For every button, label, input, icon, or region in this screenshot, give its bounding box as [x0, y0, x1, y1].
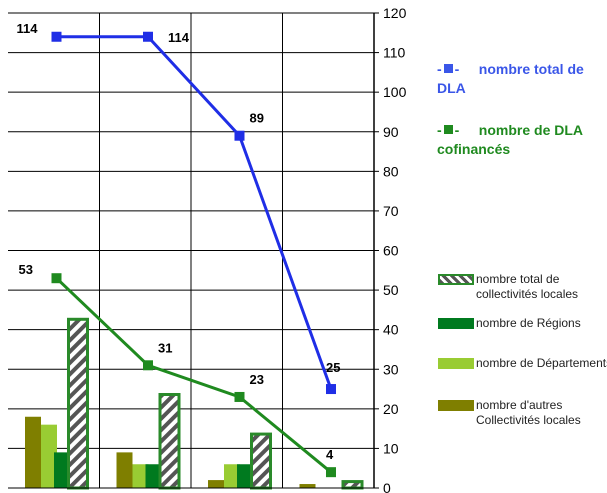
bar-nombre-d-autres-collectivit-s-locales-2 [208, 480, 224, 488]
bars [25, 317, 364, 490]
bar-nombre-de-d-partements-1 [132, 464, 149, 488]
bar-nombre-d-autres-collectivit-s-locales-0 [25, 416, 41, 488]
legend-label-dla-cofinances: nombre de DLA cofinancés [437, 122, 583, 157]
tick-label-30: 30 [383, 361, 399, 377]
legend-item-autres-collectivites: nombre d'autres Collectivités locales [438, 398, 607, 430]
legend-swatch-autres-collectivites [438, 400, 474, 411]
tick-label-40: 40 [383, 322, 399, 338]
legend-swatch-departements [438, 358, 474, 369]
bar-nombre-de-r-gions-2 [237, 464, 251, 488]
data-label-series-1-1: 31 [158, 340, 172, 355]
bar-nombre-d-autres-collectivit-s-locales-1 [116, 452, 133, 488]
tick-label-0: 0 [383, 480, 391, 493]
bar-nombre-d-autres-collectivit-s-locales-3 [299, 484, 316, 488]
tick-label-50: 50 [383, 282, 399, 298]
legend-swatch-total-dla [443, 64, 453, 73]
tick-label-10: 10 [383, 440, 399, 456]
marker-series-0-1 [142, 31, 153, 42]
legend-swatch-total-collectivites [438, 274, 474, 285]
data-label-series-0-3: 25 [326, 360, 340, 375]
legend-label-total-collectivites: nombre total de collectivités locales [476, 272, 579, 301]
data-label-series-1-2: 23 [249, 372, 263, 387]
legend-item-departements: nombre de Départements [438, 356, 607, 388]
marker-series-0-0 [51, 31, 62, 42]
legend-swatch-regions [438, 318, 474, 329]
bar-nombre-total-de-collectivit-s-locales-3 [341, 480, 364, 490]
legend-label-regions: nombre de Régions [476, 316, 581, 330]
bar-nombre-total-de-collectivit-s-locales-0 [67, 317, 89, 490]
tick-label-110: 110 [383, 45, 406, 61]
data-label-series-0-2: 89 [249, 111, 263, 126]
bar-nombre-de-r-gions-0 [54, 452, 68, 488]
tick-label-90: 90 [383, 124, 399, 140]
marker-series-0-2 [234, 130, 245, 141]
tick-label-60: 60 [383, 243, 399, 259]
tick-label-70: 70 [383, 203, 399, 219]
marker-series-1-3 [325, 467, 336, 478]
legend-item-total-collectivites: nombre total de collectivités locales [438, 272, 607, 304]
data-label-series-1-3: 4 [326, 447, 334, 462]
data-label-series-0-0: 114 [16, 21, 38, 36]
tick-label-20: 20 [383, 401, 399, 417]
data-label-series-1-0: 53 [18, 262, 32, 277]
bar-nombre-de-d-partements-2 [224, 464, 240, 488]
marker-series-0-3 [325, 384, 336, 395]
legend-item-dla-cofinances: -- nombre de DLA cofinancés [437, 122, 583, 157]
legend-item-regions: nombre de Régions [438, 316, 607, 332]
legend-label-autres-collectivites: nombre d'autres Collectivités locales [476, 398, 581, 427]
bar-nombre-total-de-collectivit-s-locales-1 [158, 393, 181, 490]
legend-swatch-dla-cofinances [443, 125, 453, 134]
line-series-1 [55, 277, 332, 474]
legend-label-total-dla: nombre total de DLA [437, 61, 584, 96]
bar-nombre-de-r-gions-1 [145, 464, 160, 488]
legend-item-total-dla: -- nombre total de DLA [437, 61, 584, 96]
tick-label-120: 120 [383, 5, 407, 21]
marker-series-1-0 [51, 273, 62, 284]
lines: 114 114 89 25 53 31 23 4 [16, 21, 340, 478]
marker-series-1-1 [142, 360, 153, 371]
marker-series-1-2 [234, 391, 245, 402]
tick-label-100: 100 [383, 84, 407, 100]
tick-label-80: 80 [383, 163, 399, 179]
legend-label-departements: nombre de Départements [476, 356, 607, 370]
line-series-0 [56, 35, 333, 390]
y-axis: 0 10 20 30 40 50 60 70 80 90 100 110 120 [8, 5, 407, 493]
bar-nombre-total-de-collectivit-s-locales-2 [250, 432, 272, 490]
data-label-series-0-1: 114 [168, 30, 190, 45]
bar-nombre-de-d-partements-0 [41, 424, 57, 488]
